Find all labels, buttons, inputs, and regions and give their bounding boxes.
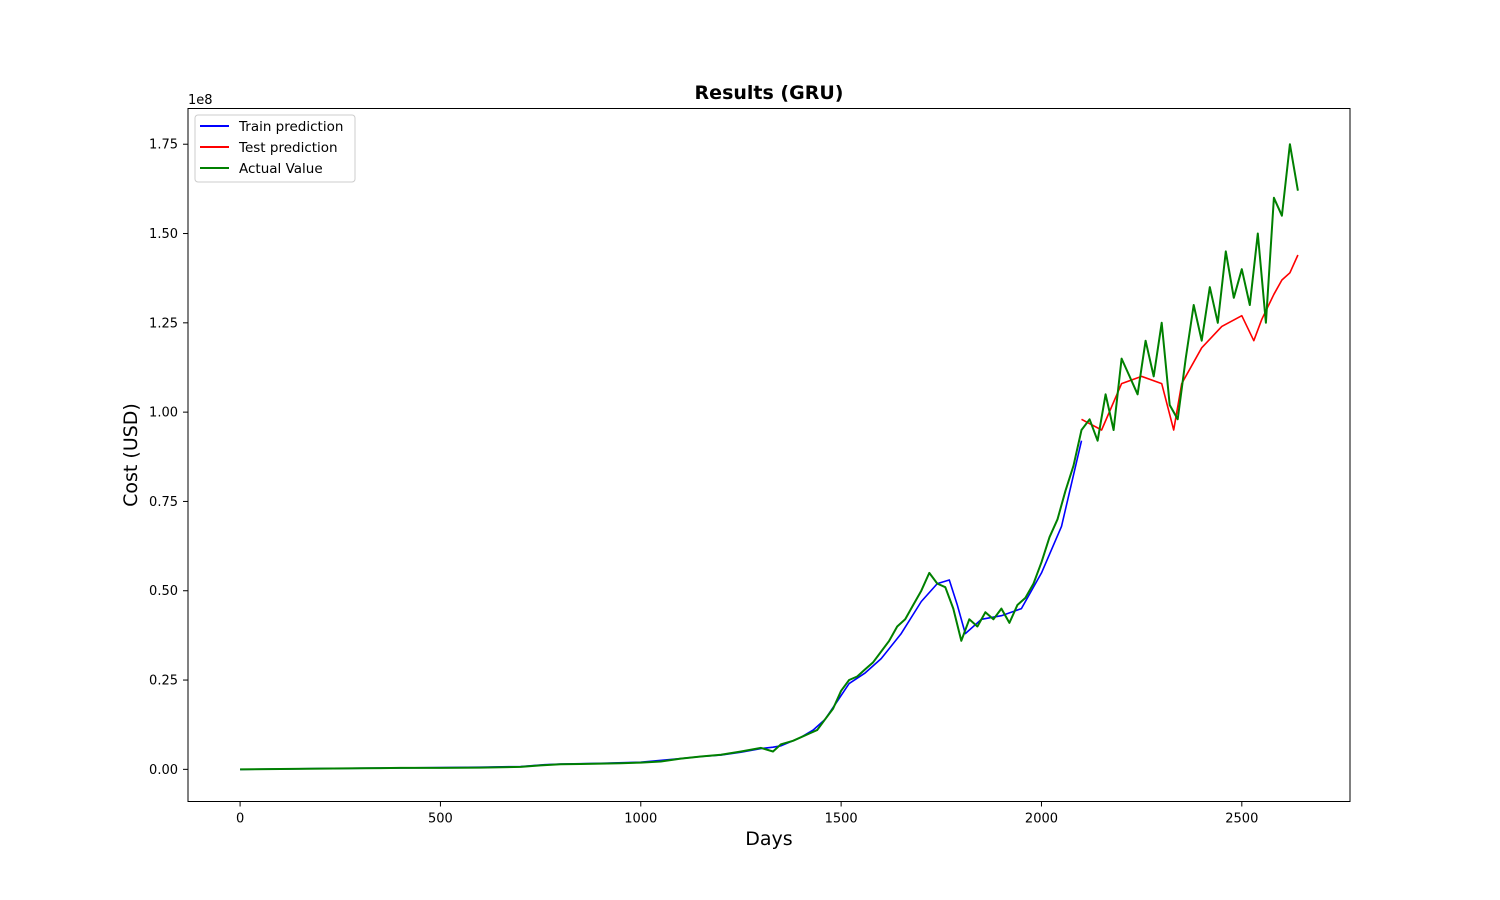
plot-lines: [240, 143, 1299, 771]
x-axis: 0 500 1000 1500 2000 2500: [236, 801, 1258, 827]
x-tick-label: 1000: [624, 812, 657, 827]
plot-frame: [187, 108, 1351, 802]
x-tick-label: 500: [428, 812, 453, 827]
x-axis-label: Days: [745, 828, 792, 850]
legend-label: Test prediction: [238, 140, 338, 156]
y-tick-label: 0.25: [149, 674, 178, 689]
x-tick-label: 1500: [825, 812, 858, 827]
y-tick-label: 0.00: [149, 763, 178, 778]
y-tick-label: 1.25: [149, 316, 178, 331]
series-line-actual-value: [240, 143, 1299, 771]
x-tick-label: 0: [236, 812, 244, 827]
x-tick-label: 2000: [1025, 812, 1058, 827]
x-tick-label: 2500: [1225, 812, 1258, 827]
legend-label: Actual Value: [239, 161, 323, 177]
legend-label: Train prediction: [238, 119, 343, 135]
legend: Train prediction Test prediction Actual Va…: [194, 114, 356, 183]
y-tick-label: 1.75: [149, 138, 178, 153]
y-tick-label: 0.75: [149, 495, 178, 510]
y-tick-label: 1.00: [149, 406, 178, 421]
y-axis: 0.00 0.25 0.50 0.75 1.00 1.25 1.50 1.75: [149, 138, 188, 778]
y-tick-label: 1.50: [149, 227, 178, 242]
chart-title: Results (GRU): [695, 82, 844, 104]
y-axis-label: Cost (USD): [120, 403, 142, 507]
legend-box: [194, 114, 356, 183]
y-offset-label: 1e8: [188, 93, 213, 108]
y-tick-label: 0.50: [149, 584, 178, 599]
